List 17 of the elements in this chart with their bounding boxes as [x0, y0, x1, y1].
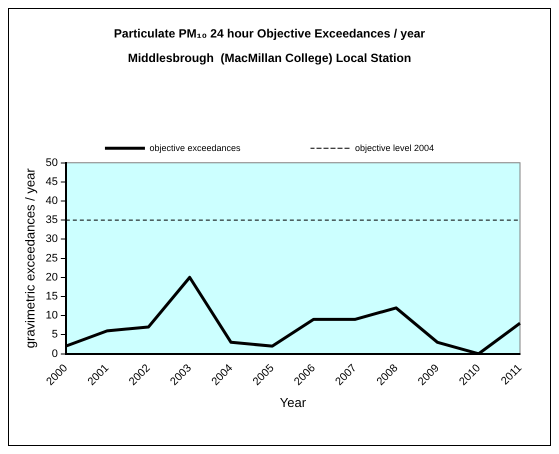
y-tick-label: 15	[46, 290, 58, 303]
y-tick-label: 0	[52, 348, 58, 360]
legend-label: objective exceedances	[149, 142, 242, 153]
y-tick-label: 20	[46, 271, 58, 284]
legend-label: objective level 2004	[355, 142, 434, 153]
y-tick-label: 30	[46, 233, 58, 246]
y-tick-label: 50	[46, 156, 58, 169]
y-tick-label: 25	[46, 252, 58, 264]
y-tick-label: 40	[46, 195, 58, 208]
x-axis-title: Year	[280, 394, 307, 410]
y-tick-label: 5	[52, 328, 58, 341]
chart-title: Particulate PM₁₀ 24 hour Objective Exceedances / year	[114, 26, 426, 41]
y-tick-label: 10	[46, 310, 58, 322]
y-tick-label: 45	[46, 176, 58, 188]
chart-subtitle: Middlesbrough (MacMillan College) Local Station	[128, 50, 412, 65]
y-tick-label: 35	[46, 214, 58, 226]
y-axis-title: gravimetric exceedances / year	[22, 168, 38, 348]
